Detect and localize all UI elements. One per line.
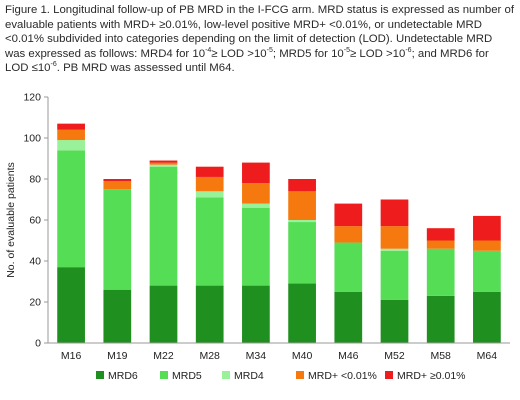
bar-segment-mrd-0-01--m40 [288, 191, 316, 220]
bar-segment-mrd-0-01--m16 [57, 123, 85, 130]
x-tick-label: M58 [430, 350, 451, 362]
caption-superscript: -6 [50, 61, 57, 69]
legend-label: MRD5 [172, 370, 202, 382]
x-tick-label: M64 [477, 350, 498, 362]
bar-segment-mrd-0-01--m19 [103, 179, 132, 182]
x-tick-label: M19 [107, 350, 128, 362]
legend-label: MRD+ ≥0.01% [397, 370, 466, 382]
y-tick-label: 20 [29, 297, 41, 309]
x-tick-label: M52 [384, 350, 405, 362]
caption-text: Figure 1. Longitudinal follow-up of PB M… [5, 3, 515, 76]
bar-segment-mrd-0-01--m28 [195, 176, 224, 192]
legend-item: MRD4 [222, 370, 264, 382]
legend-swatch [385, 371, 393, 379]
x-tick-label: M34 [246, 350, 267, 362]
bar-segment-mrd-0-01--m64 [473, 240, 501, 251]
bar-segment-mrd-0-01--m52 [380, 226, 409, 249]
bar-segment-mrd-0-01--m22 [149, 160, 178, 163]
bar-segment-mrd6-m34 [242, 285, 270, 343]
bar-segment-mrd-0-01--m58 [426, 228, 455, 241]
caption-superscript: -4 [205, 46, 212, 54]
bar-segment-mrd6-m16 [57, 267, 85, 343]
bar-segment-mrd5-m64 [473, 250, 501, 292]
bar-segment-mrd-0-01--m16 [57, 129, 85, 141]
bar-segment-mrd6-m19 [103, 289, 132, 343]
bar-segment-mrd4-m34 [242, 203, 270, 208]
y-tick-label: 120 [23, 92, 41, 104]
x-axis: M16 M19 M22 M28 M34 M40 M46 M52 M58 M64 [48, 342, 510, 362]
bar-segment-mrd4-m28 [195, 191, 224, 198]
caption-segment: Figure 1. Longitudinal follow-up of PB M… [5, 4, 514, 60]
bar-segment-mrd-0-01--m34 [242, 162, 270, 184]
bar-segment-mrd5-m28 [195, 197, 224, 286]
caption-superscript: -5 [266, 46, 273, 54]
bar-segment-mrd-0-01--m19 [103, 181, 132, 190]
bar-segment-mrd6-m52 [380, 299, 409, 343]
legend: MRD6 MRD5 MRD4 MRD+ <0.01% MRD+ ≥0.01% [96, 370, 466, 382]
caption-superscript: -6 [405, 46, 412, 54]
bar-segment-mrd5-m19 [103, 189, 132, 290]
bar-segment-mrd5-m46 [334, 242, 363, 292]
bar-segment-mrd6-m28 [195, 285, 224, 343]
bar-segment-mrd4-m52 [380, 248, 409, 251]
legend-label: MRD6 [108, 370, 138, 382]
caption-segment: ; MRD5 for 10 [272, 47, 344, 60]
legend-item: MRD+ ≥0.01% [385, 370, 466, 382]
legend-swatch [160, 371, 168, 379]
caption-segment: ≥ LOD >10 [350, 47, 406, 60]
bar-segment-mrd4-m40 [288, 220, 316, 223]
bar-segment-mrd6-m46 [334, 291, 363, 343]
figure-caption: Figure 1. Longitudinal follow-up of PB M… [5, 3, 515, 76]
x-tick-label: M46 [338, 350, 359, 362]
legend-swatch [296, 371, 304, 379]
bar-segment-mrd6-m58 [426, 295, 455, 343]
plot-area [57, 123, 501, 343]
legend-label: MRD4 [234, 370, 264, 382]
y-axis-title: No. of evaluable patients [5, 162, 17, 278]
x-tick-label: M28 [199, 350, 220, 362]
x-tick-label: M40 [292, 350, 313, 362]
y-tick-label: 80 [29, 174, 41, 186]
y-tick-label: 100 [23, 133, 41, 145]
caption-segment: . PB MRD was assessed until M64. [56, 62, 235, 75]
bar-segment-mrd-0-01--m28 [195, 166, 224, 177]
bar-segment-mrd-0-01--m40 [288, 179, 316, 192]
bar-segment-mrd5-m40 [288, 222, 316, 284]
y-axis: 0 20 40 60 80 100 120 [23, 92, 49, 350]
bar-segment-mrd-0-01--m64 [473, 215, 501, 241]
bar-segment-mrd6-m64 [473, 291, 501, 343]
y-tick-label: 40 [29, 256, 41, 268]
bar-segment-mrd5-m58 [426, 248, 455, 296]
bar-segment-mrd-0-01--m52 [380, 199, 409, 227]
bar-segment-mrd6-m22 [149, 285, 178, 343]
y-tick-label: 60 [29, 215, 41, 227]
bar-segment-mrd-0-01--m22 [149, 162, 178, 165]
bar-segment-mrd4-m22 [149, 164, 178, 167]
caption-segment: ; and MRD6 for LOD ≤10 [5, 47, 489, 75]
bar-segment-mrd5-m16 [57, 150, 85, 268]
y-tick-label: 0 [35, 338, 41, 350]
legend-swatch [222, 371, 230, 379]
bar-segment-mrd-0-01--m34 [242, 183, 270, 204]
bar-segment-mrd-0-01--m58 [426, 240, 455, 249]
legend-item: MRD6 [96, 370, 138, 382]
bar-segment-mrd5-m22 [149, 166, 178, 286]
legend-label: MRD+ <0.01% [308, 370, 377, 382]
bar-segment-mrd4-m16 [57, 140, 85, 151]
caption-segment: ≥ LOD >10 [211, 47, 267, 60]
x-tick-label: M16 [61, 350, 82, 362]
bar-segment-mrd5-m52 [380, 250, 409, 300]
bar-segment-mrd-0-01--m46 [334, 203, 363, 227]
legend-item: MRD+ <0.01% [296, 370, 377, 382]
bar-segment-mrd5-m34 [242, 207, 270, 286]
legend-swatch [96, 371, 104, 379]
caption-superscript: -5 [343, 46, 350, 54]
bar-segment-mrd-0-01--m46 [334, 226, 363, 243]
x-tick-label: M22 [153, 350, 174, 362]
legend-item: MRD5 [160, 370, 202, 382]
bar-segment-mrd6-m40 [288, 283, 316, 343]
